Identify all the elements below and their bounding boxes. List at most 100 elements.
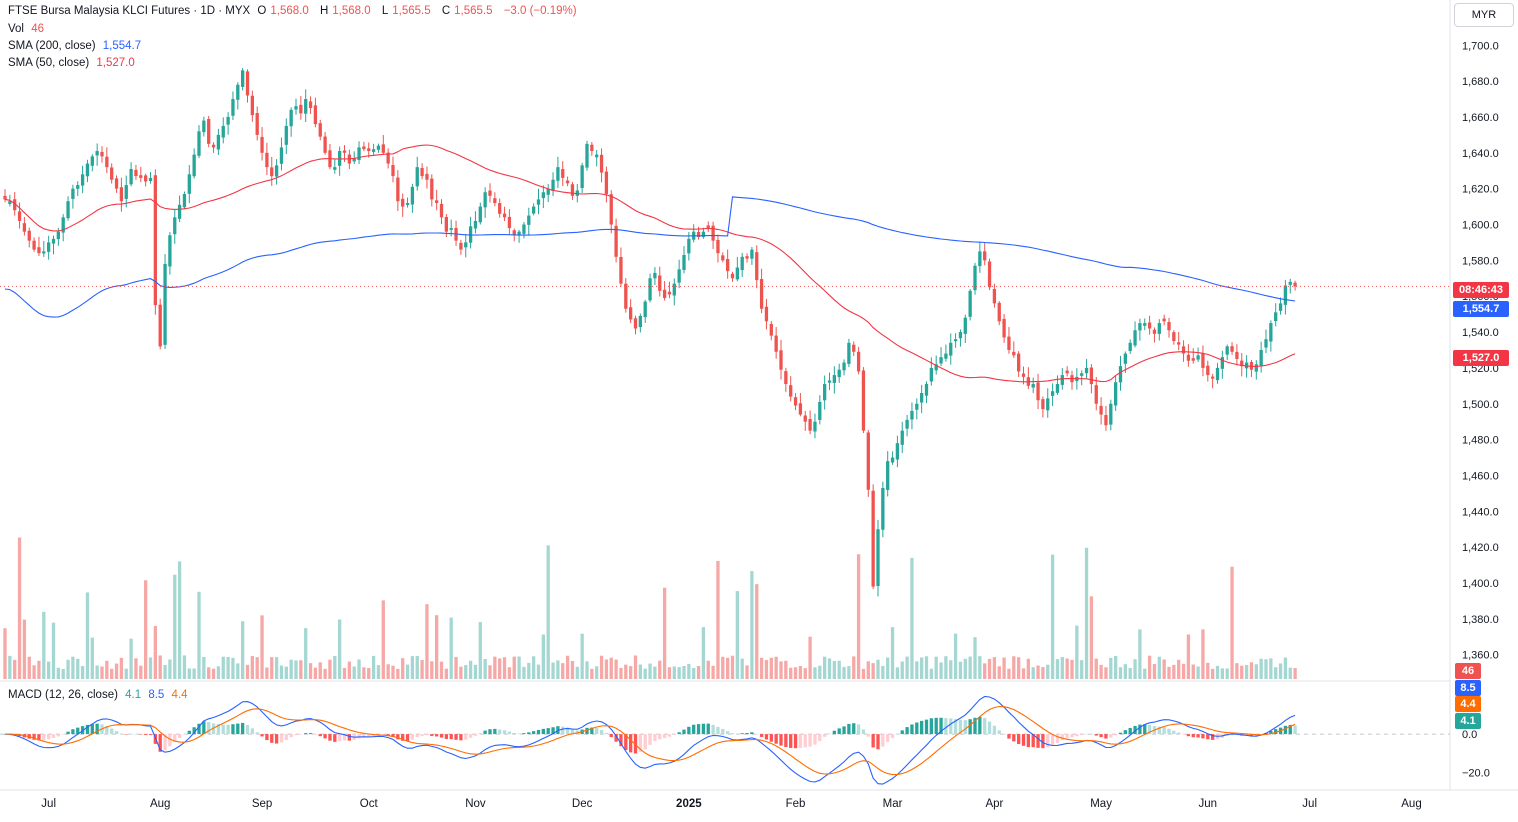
volume-bar [939,662,943,679]
volume-bar [187,668,191,679]
volume-bar [405,664,410,679]
legend-sma50[interactable]: SMA (50, close) 1,527.0 [8,54,139,72]
candle-body [129,168,133,185]
volume-bar [1075,625,1079,679]
candle-body [711,225,715,241]
candle-body [488,190,492,196]
candle-body [284,125,288,145]
volume-bar [119,657,124,679]
candle-body [808,419,812,431]
symbol-title[interactable]: FTSE Bursa Malaysia KLCI Futures · 1D · … [8,5,251,17]
volume-bar [1230,566,1234,679]
macd-hist-bar [1123,730,1127,735]
macd-hist-bar [241,722,245,735]
price-tick-label: 1,400.0 [1462,578,1499,590]
macd-hist-bar [202,721,206,735]
currency-button[interactable]: MYR [1454,3,1514,27]
macd-hist-bar [532,731,536,735]
volume-bar [1031,667,1035,679]
macd-hist-bar [910,724,914,735]
candle-body [76,185,80,189]
ohlc-change: −3.0 (−0.19%) [503,5,577,17]
macd-hist-bar [740,733,744,735]
macd-hist-bar [1196,734,1200,738]
macd-hist-bar [633,734,638,754]
volume-bar [1070,659,1074,679]
sma50-label: SMA (50, close) [8,57,90,69]
macd-hist-bar [502,730,507,735]
volume-bar [1167,666,1171,679]
macd-hist-bar [396,734,400,740]
candle-body [1264,339,1268,348]
macd-hist-bar [672,734,676,735]
volume-bar [294,660,298,679]
macd-hist-bar [750,732,754,735]
candle-body [425,173,429,180]
candle-body [827,380,832,383]
macd-hist-bar [182,734,187,735]
sma50-line [4,144,1296,383]
volume-bar [1206,662,1210,679]
candle-body [958,332,963,339]
macd-hist-bar [42,734,46,741]
macd-hist-bar [1191,734,1195,738]
volume-bar [197,591,201,679]
macd-hist-bar [255,732,259,735]
candle-body [459,242,463,250]
macd-hist-bar [1147,724,1152,735]
volume-bar [449,617,453,679]
candle-body [32,240,36,250]
volume-bar [61,668,65,679]
macd-hist-bar [1177,732,1181,735]
candle-body [701,231,706,237]
candle-body [100,151,104,157]
macd-hist-bar [260,734,264,737]
candle-body [274,165,279,177]
legend-sma200[interactable]: SMA (200, close) 1,554.7 [8,37,145,55]
time-axis-label: Dec [572,798,593,810]
macd-hist-bar [963,720,967,735]
candle-body [1254,364,1258,372]
candle-body [289,109,293,127]
macd-hist-bar [1089,734,1094,735]
macd-hist-bar [551,727,555,735]
macd-hist-bar [687,726,691,735]
macd-hist-bar [338,734,342,742]
macd-hist-bar [444,734,448,739]
candle-body [1147,322,1152,329]
candle-body [22,223,27,232]
candle-body [1186,354,1191,361]
volume-bar [682,665,686,679]
price-tick-label: 1,480.0 [1462,435,1499,447]
volume-bar [512,656,516,679]
macd-hist-bar [410,734,415,740]
macd-hist-bar [924,719,929,735]
volume-bar [313,667,318,679]
volume-bar [226,656,230,679]
volume-bar [532,656,536,679]
volume-bar [105,660,109,679]
volume-bar [629,666,633,679]
candle-body [662,289,667,298]
volume-bar [1094,658,1098,679]
macd-hist-bar [168,734,172,747]
candle-body [231,99,235,116]
volume-group [3,537,1297,679]
legend-volume[interactable]: Vol 46 [8,20,48,38]
candle-body [1021,373,1026,377]
sma200-line [4,196,1296,318]
volume-bar [357,659,361,679]
candle-body [784,371,788,385]
macd-hist-bar [774,734,778,744]
volume-bar [1012,656,1016,679]
volume-bar [949,660,953,679]
candle-body [522,224,526,234]
candle-body [532,206,536,214]
legend-macd[interactable]: MACD (12, 26, close) 4.1 8.5 4.4 [8,686,192,704]
candle-body [318,123,322,137]
time-axis-label: 2025 [676,798,702,810]
macd-hist-bar [1012,734,1016,742]
macd-hist-bar [832,730,836,735]
